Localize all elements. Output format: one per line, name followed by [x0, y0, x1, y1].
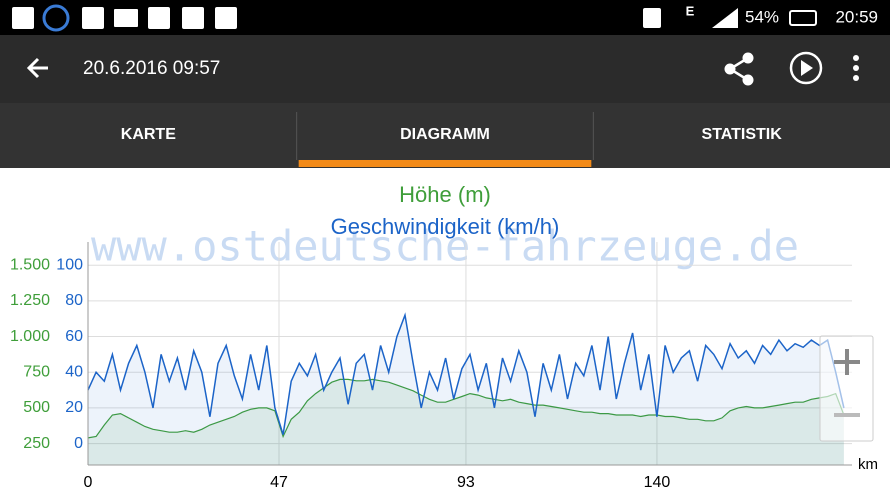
share-button[interactable] — [724, 52, 754, 86]
watermark: www.ostdeutsche-fahrzeuge.de — [91, 222, 799, 271]
clock: 20:59 — [835, 7, 878, 26]
tab[interactable]: STATISTIK — [702, 126, 783, 143]
area-fill — [88, 315, 844, 465]
play-button[interactable] — [789, 51, 823, 85]
back-button[interactable] — [26, 57, 48, 79]
x-tick-label: 47 — [270, 474, 288, 491]
network-type: E — [686, 3, 695, 18]
tab[interactable]: DIAGRAMM — [400, 126, 490, 143]
battery-level: 54% — [745, 7, 779, 26]
legend-speed: Geschwindigkeit (km/h) — [331, 214, 560, 239]
toolbar-title: 20.6.2016 09:57 — [83, 58, 220, 79]
y-tick-label: 750 — [23, 363, 50, 380]
more-button[interactable] — [853, 55, 859, 81]
zoom-controls[interactable] — [819, 335, 874, 442]
y2-tick-label: 40 — [65, 363, 83, 380]
x-tick-label: 93 — [457, 474, 475, 491]
y2-tick-label: 60 — [65, 328, 83, 345]
chart-background — [0, 168, 890, 500]
y2-tick-label: 0 — [74, 435, 83, 452]
tab[interactable]: KARTE — [121, 126, 176, 143]
toolbar — [0, 35, 890, 103]
notification-icons — [12, 4, 817, 32]
legend-elevation: Höhe (m) — [399, 182, 491, 207]
tab-bar — [0, 103, 890, 168]
y2-tick-label: 80 — [65, 292, 83, 309]
y-tick-label: 250 — [23, 435, 50, 452]
y2-tick-label: 100 — [56, 256, 83, 273]
tab-indicator — [298, 160, 592, 167]
y-tick-label: 1.250 — [10, 292, 50, 309]
area-fill — [88, 379, 844, 465]
x-tick-label: 0 — [84, 474, 93, 491]
y2-tick-label: 20 — [65, 399, 83, 416]
x-axis-label: km — [858, 456, 878, 473]
y-tick-label: 1.500 — [10, 256, 50, 273]
y-tick-label: 500 — [23, 399, 50, 416]
series-line — [87, 312, 845, 435]
x-tick-label: 140 — [644, 474, 671, 491]
series-line — [87, 378, 845, 439]
y-tick-label: 1.000 — [10, 328, 50, 345]
